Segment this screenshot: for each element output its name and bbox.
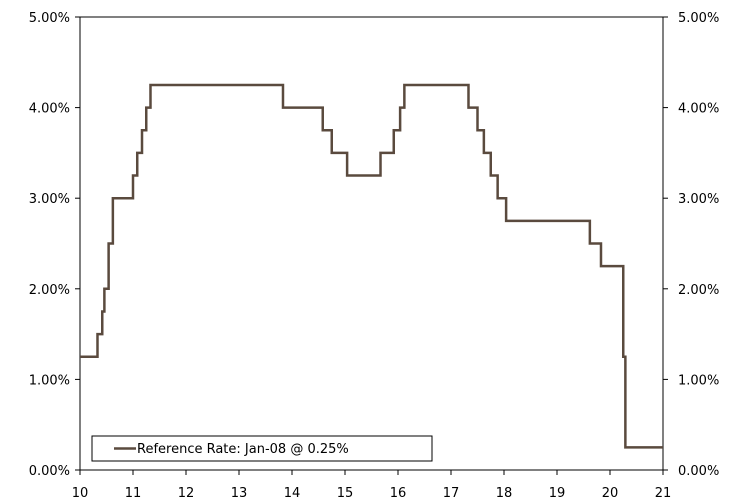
y-tick-label-left: 2.00% xyxy=(29,283,70,298)
x-tick-label: 13 xyxy=(231,486,248,499)
y-axis-right: 0.00% 1.00% 2.00% 3.00% 4.00% 5.00% xyxy=(663,11,719,479)
reference-rate-line xyxy=(80,83,663,449)
y-tick-label-right: 5.00% xyxy=(678,11,719,26)
x-axis: 10 11 12 13 14 15 16 17 18 19 20 21 xyxy=(72,470,672,499)
y-axis-left: 0.00% 1.00% 2.00% 3.00% 4.00% 5.00% xyxy=(29,11,80,479)
legend: Reference Rate: Jan-08 @ 0.25% xyxy=(91,435,433,462)
legend-box xyxy=(91,435,433,462)
y-tick-label-right: 4.00% xyxy=(678,102,719,117)
x-tick-label: 14 xyxy=(284,486,301,499)
x-tick-label: 11 xyxy=(125,486,142,499)
y-tick-label-left: 0.00% xyxy=(29,464,70,479)
x-tick-label: 10 xyxy=(72,486,89,499)
legend-label: Reference Rate: Jan-08 @ 0.25% xyxy=(137,442,349,457)
x-tick-label: 21 xyxy=(655,486,672,499)
x-tick-label: 20 xyxy=(602,486,619,499)
x-tick-label: 12 xyxy=(178,486,195,499)
x-tick-label: 19 xyxy=(549,486,566,499)
plot-frame xyxy=(79,16,664,471)
y-tick-label-right: 1.00% xyxy=(678,373,719,388)
y-tick-label-left: 4.00% xyxy=(29,102,70,117)
y-tick-label-right: 0.00% xyxy=(678,464,719,479)
y-tick-label-left: 3.00% xyxy=(29,192,70,207)
x-tick-label: 18 xyxy=(496,486,513,499)
y-tick-label-right: 3.00% xyxy=(678,192,719,207)
y-tick-label-right: 2.00% xyxy=(678,283,719,298)
x-tick-label: 17 xyxy=(443,486,460,499)
x-tick-label: 15 xyxy=(337,486,354,499)
x-tick-label: 16 xyxy=(390,486,407,499)
y-tick-label-left: 1.00% xyxy=(29,373,70,388)
y-tick-label-left: 5.00% xyxy=(29,11,70,26)
